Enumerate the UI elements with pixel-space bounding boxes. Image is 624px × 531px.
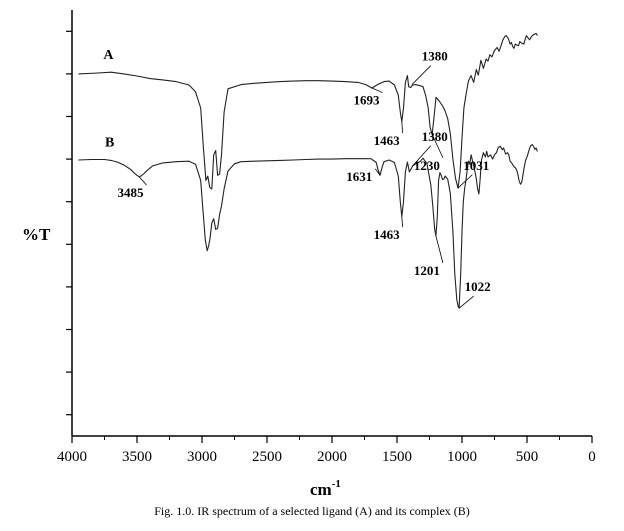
x-tick-label: 500	[516, 449, 539, 465]
x-tick-label: 1000	[447, 449, 477, 465]
tick-marks	[66, 30, 593, 443]
peak-label: 1201	[414, 263, 440, 278]
annotation-leader	[457, 174, 473, 189]
x-axis-label: cm-1	[310, 478, 341, 499]
x-axis-label-exponent: -1	[332, 478, 341, 490]
x-tick-label: 1500	[382, 449, 412, 465]
annotation-leader	[371, 87, 383, 93]
peak-annotations: 1693 1380 1463 1230 1031 3485 1631 1380 1463 1201…	[118, 49, 491, 309]
x-tick-label: 2500	[252, 449, 282, 465]
annotation-leader	[401, 121, 403, 134]
peak-label: 1380	[422, 129, 448, 144]
peak-label: 3485	[118, 185, 145, 200]
annotation-leader	[431, 134, 444, 158]
axes	[71, 10, 592, 437]
annotation-leader	[401, 216, 403, 228]
peak-label: 1380	[422, 49, 448, 64]
x-tick-label: 3500	[122, 449, 152, 465]
figure-caption: Fig. 1.0. IR spectrum of a selected liga…	[154, 504, 470, 518]
y-axis-label: %T	[22, 225, 51, 244]
peak-label: 1230	[414, 158, 440, 173]
peak-label: 1693	[353, 93, 380, 108]
series-label-B: B	[105, 136, 114, 151]
annotation-leader	[411, 65, 431, 85]
annotation-leader	[374, 168, 381, 176]
peak-label: 1631	[346, 169, 372, 184]
annotation-leader	[458, 295, 474, 309]
series-label-A: A	[103, 48, 114, 63]
peak-label: 1463	[374, 133, 401, 148]
annotation-leader	[412, 145, 431, 167]
x-tick-label: 3000	[187, 449, 217, 465]
x-tick-label: 0	[588, 449, 596, 465]
peak-label: 1463	[374, 227, 401, 242]
peak-label: 1022	[465, 279, 491, 294]
annotation-leader	[138, 176, 147, 186]
x-tick-label: 4000	[57, 449, 87, 465]
x-tick-label: 2000	[317, 449, 347, 465]
series-labels: AB	[103, 48, 114, 151]
x-axis-label-unit: cm	[310, 480, 332, 499]
annotation-leader	[435, 235, 444, 264]
peak-label: 1031	[463, 158, 489, 173]
x-tick-labels: 4000 3500 3000 2500 2000 1500 1000 500 0	[57, 449, 596, 465]
trace-A	[78, 32, 538, 190]
spectrum-traces	[78, 32, 538, 309]
trace-B	[78, 144, 538, 309]
